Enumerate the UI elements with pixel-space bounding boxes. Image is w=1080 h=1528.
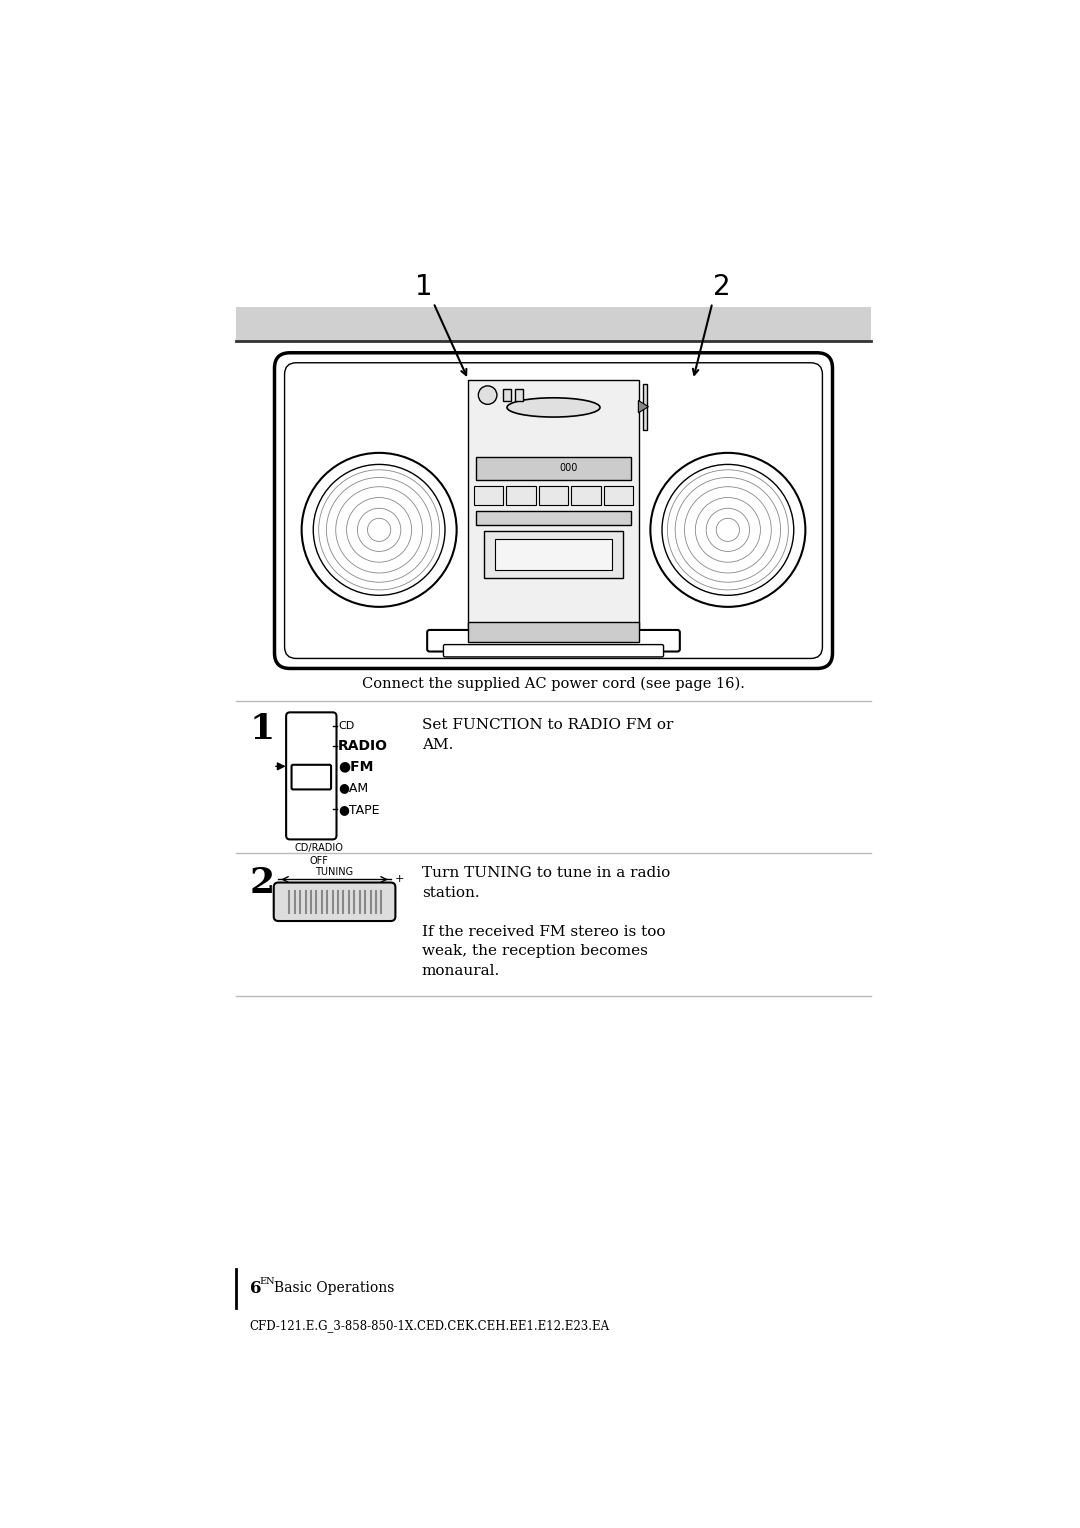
Bar [476, 512, 631, 526]
Text: CD: CD [338, 721, 354, 730]
Text: 2: 2 [249, 866, 274, 900]
FancyBboxPatch shape [428, 630, 679, 651]
Text: TUNING: TUNING [315, 866, 353, 877]
Bar [484, 532, 623, 578]
Text: 2: 2 [713, 274, 730, 301]
FancyBboxPatch shape [286, 712, 337, 839]
Circle shape [301, 452, 457, 607]
Circle shape [662, 465, 794, 596]
Text: 000: 000 [559, 463, 578, 474]
Circle shape [313, 465, 445, 596]
Bar [469, 380, 638, 642]
Text: Turn TUNING to tune in a radio
station.

If the received FM stereo is too
weak, : Turn TUNING to tune in a radio station. … [422, 866, 670, 978]
Bar [604, 486, 633, 506]
Text: ●TAPE: ●TAPE [338, 802, 379, 816]
Circle shape [650, 452, 806, 607]
Bar [539, 486, 568, 506]
Bar [469, 622, 638, 642]
Circle shape [478, 387, 497, 405]
Text: CFD-121.E.G_3-858-850-1X.CED.CEK.CEH.EE1.E12.E23.EA: CFD-121.E.G_3-858-850-1X.CED.CEK.CEH.EE1… [249, 1319, 610, 1332]
Bar [476, 457, 631, 480]
Bar [503, 390, 511, 402]
Bar [474, 486, 503, 506]
Text: CD/RADIO
OFF: CD/RADIO OFF [295, 843, 343, 866]
Bar [235, 307, 872, 341]
Text: Set FUNCTION to RADIO FM or
AM.: Set FUNCTION to RADIO FM or AM. [422, 718, 673, 752]
Polygon shape [638, 400, 648, 413]
Text: 1: 1 [416, 274, 433, 301]
Bar [515, 390, 523, 402]
Text: ●AM: ●AM [338, 781, 368, 795]
FancyBboxPatch shape [292, 766, 332, 790]
Bar [571, 486, 600, 506]
Bar [496, 539, 611, 570]
FancyBboxPatch shape [274, 353, 833, 668]
FancyBboxPatch shape [444, 645, 663, 657]
Text: EN: EN [259, 1277, 274, 1287]
Text: RADIO: RADIO [338, 740, 388, 753]
Text: +: + [394, 874, 404, 885]
Ellipse shape [507, 397, 600, 417]
FancyBboxPatch shape [273, 883, 395, 921]
Text: ●FM: ●FM [338, 759, 374, 773]
Text: Connect the supplied AC power cord (see page 16).: Connect the supplied AC power cord (see … [362, 677, 745, 691]
Text: 1: 1 [249, 712, 275, 746]
Text: 6: 6 [249, 1280, 261, 1297]
Bar [643, 384, 647, 429]
Text: Basic Operations: Basic Operations [274, 1282, 395, 1296]
Bar [507, 486, 536, 506]
